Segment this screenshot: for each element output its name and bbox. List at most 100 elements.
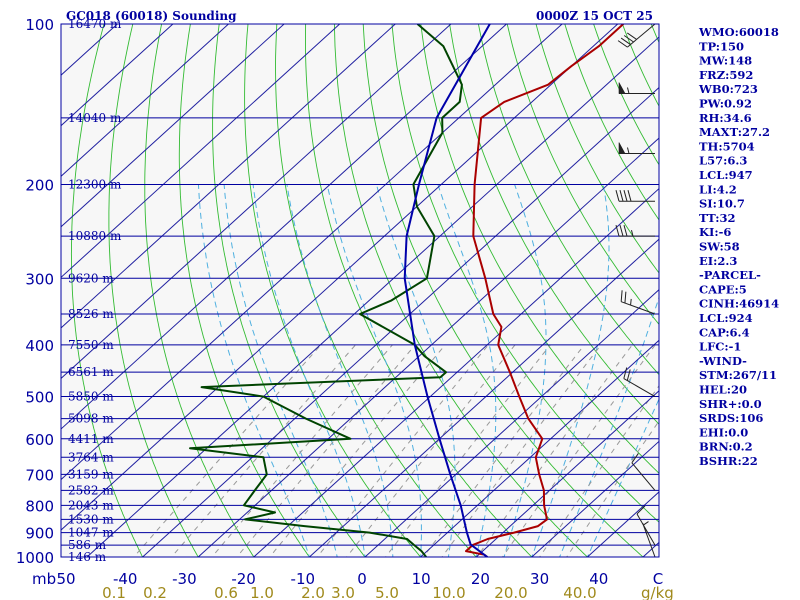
- isotherm: [61, 24, 341, 279]
- dry-adiabat: [477, 24, 659, 376]
- dry-adiabat: [178, 24, 310, 557]
- height-label: 1530 m: [68, 512, 114, 526]
- index-entry: RH:34.6: [699, 111, 752, 125]
- wind-barb: [618, 142, 655, 155]
- mixing-ratio-tick-label: 0.2: [143, 584, 167, 600]
- height-label: 3764 m: [68, 450, 114, 464]
- dewpoint-profile: [189, 24, 463, 557]
- index-panel: WMO:60018TP:150MW:148FRZ:592WB0:723PW:0.…: [698, 25, 779, 468]
- station-title: GC018 (60018) Sounding: [66, 9, 237, 23]
- height-label: 12300 m: [68, 177, 122, 191]
- wind-barb: [617, 23, 656, 48]
- mixing-ratio-line: [346, 344, 516, 557]
- dry-adiabat: [760, 12, 800, 568]
- index-entry: LCL:947: [699, 168, 753, 182]
- isotherm: [475, 390, 659, 557]
- index-entry: WMO:60018: [698, 25, 779, 39]
- moist-adiabat: [197, 184, 310, 557]
- isotherm: [141, 86, 659, 557]
- dry-adiabat: [70, 24, 144, 557]
- pressure-tick-label: 700: [25, 466, 54, 484]
- index-entry: BRN:0.2: [699, 440, 753, 454]
- height-label: 2043 m: [68, 498, 114, 512]
- isotherm: [61, 24, 397, 329]
- index-entry: TH:5704: [699, 139, 755, 153]
- height-label: 7550 m: [68, 338, 114, 352]
- mixing-ratio-line: [441, 344, 602, 557]
- index-entry: WB0:723: [698, 82, 758, 96]
- dry-adiabat: [362, 24, 644, 557]
- dry-adiabat: [305, 24, 533, 557]
- moist-adiabat: [503, 184, 547, 557]
- plot-area: [61, 24, 659, 557]
- index-entry: CINH:46914: [699, 297, 779, 311]
- moist-adiabat: [559, 295, 659, 557]
- wind-barb: [642, 521, 656, 558]
- wind-barbs: [615, 23, 656, 558]
- wind-barb: [618, 82, 655, 94]
- height-label: 586 m: [68, 538, 107, 552]
- isotherm: [197, 137, 659, 557]
- temperature-tick-label: 30: [530, 570, 549, 588]
- pressure-tick-label: 600: [25, 431, 54, 449]
- index-entry: CAP:6.4: [699, 325, 750, 339]
- index-entry: LI:4.2: [699, 182, 737, 196]
- mixing-ratio-line: [316, 344, 489, 557]
- pressure-tick-label: 200: [25, 176, 54, 194]
- mixing-ratio-tick-label: 3.0: [331, 584, 355, 600]
- moist-adiabat: [437, 184, 497, 557]
- temperature-tick-label: -30: [172, 570, 197, 588]
- pressure-tick-label: 100: [25, 16, 54, 34]
- index-entry: FRZ:592: [699, 68, 753, 82]
- wind-barb: [620, 290, 656, 315]
- temperature-tick-label: -20: [231, 570, 256, 588]
- index-entry: SI:10.7: [699, 197, 745, 211]
- temperature-tick-label: 10: [412, 570, 431, 588]
- isotherm: [61, 24, 452, 380]
- height-label: 3159 m: [68, 467, 114, 481]
- parcel-profile: [403, 24, 491, 557]
- height-label: 9620 m: [68, 271, 114, 285]
- isotherm: [61, 24, 174, 127]
- height-label: 10880 m: [68, 229, 122, 243]
- index-entry: SW:58: [699, 240, 740, 254]
- mixing-ratio-tick-label: 40.0: [563, 584, 596, 600]
- index-entry: KI:-6: [699, 225, 731, 239]
- dry-adiabat: [535, 24, 659, 274]
- dry-adiabat: [420, 24, 659, 474]
- mixing-ratio-line: [236, 344, 416, 557]
- mixing-ratio-line: [269, 344, 446, 557]
- dry-adiabat: [788, 12, 800, 568]
- wind-barb: [615, 190, 655, 202]
- mixing-ratio-tick-label: 20.0: [494, 584, 527, 600]
- index-entry: HEL:20: [699, 383, 747, 397]
- temperature-tick-label: 40: [589, 570, 608, 588]
- mixing-ratio-line: [385, 344, 551, 557]
- isotherm: [531, 440, 659, 557]
- height-label: 5850 m: [68, 390, 114, 404]
- temperature-tick-label: -40: [113, 570, 138, 588]
- moist-adiabat: [376, 184, 456, 557]
- isotherm: [253, 187, 659, 557]
- index-entry: -PARCEL-: [699, 268, 761, 282]
- dry-adiabat: [333, 24, 589, 557]
- height-label: 6561 m: [68, 365, 114, 379]
- dry-adiabat: [506, 24, 659, 326]
- isotherm: [61, 24, 619, 531]
- mixing-ratio-line: [422, 344, 585, 557]
- isotherm: [364, 289, 659, 557]
- mixing-ratio-tick-label: 2.0: [301, 584, 325, 600]
- time-title: 0000Z 15 OCT 25: [536, 9, 653, 23]
- pressure-tick-label: 900: [25, 525, 54, 543]
- wind-barb: [623, 367, 656, 397]
- isotherm: [419, 339, 659, 557]
- pressure-tick-label: 1000: [16, 549, 54, 567]
- temperature-tick-label: 0: [357, 570, 367, 588]
- profiles: [189, 24, 624, 557]
- pressure-tick-label: 500: [25, 389, 54, 407]
- index-entry: L57:6.3: [699, 154, 747, 168]
- moist-adiabat: [586, 398, 659, 557]
- index-entry: TP:150: [699, 39, 744, 53]
- height-label: 14040 m: [68, 111, 122, 125]
